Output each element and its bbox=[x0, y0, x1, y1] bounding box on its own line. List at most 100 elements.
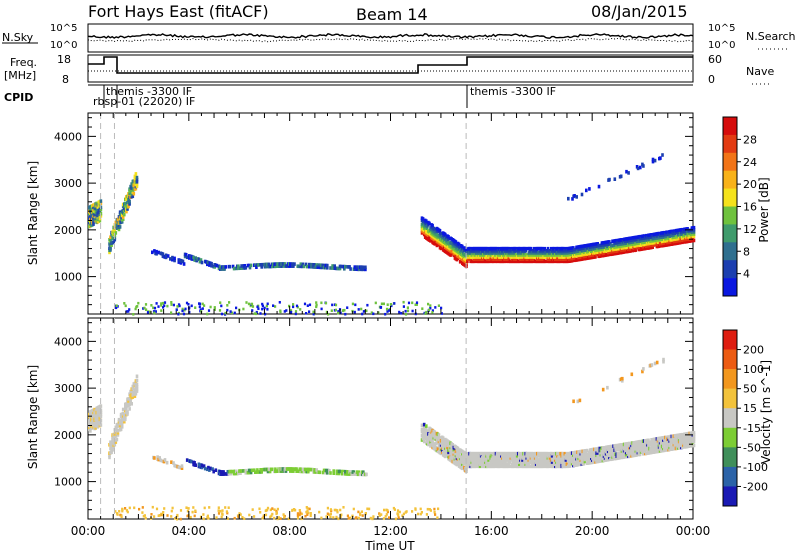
data-cell bbox=[113, 237, 117, 242]
data-cell bbox=[112, 445, 115, 449]
data-cell bbox=[678, 236, 682, 241]
data-cell bbox=[648, 440, 651, 445]
data-cell bbox=[124, 507, 127, 510]
data-cell bbox=[220, 515, 223, 519]
data-cell bbox=[483, 257, 486, 261]
data-cell bbox=[135, 305, 138, 309]
data-cell bbox=[275, 509, 278, 513]
data-cell bbox=[331, 264, 334, 268]
data-cell bbox=[201, 302, 204, 306]
data-cell bbox=[628, 441, 631, 446]
data-cell bbox=[507, 464, 510, 469]
data-cell bbox=[572, 459, 575, 464]
nave-tick-bottom: 0 bbox=[708, 73, 715, 86]
data-cell bbox=[353, 265, 357, 269]
data-cell bbox=[339, 311, 342, 315]
data-cell bbox=[392, 506, 395, 510]
data-cell bbox=[271, 507, 274, 510]
data-cell bbox=[406, 309, 410, 313]
data-cell bbox=[425, 310, 428, 314]
data-cell bbox=[606, 244, 610, 249]
data-cell bbox=[592, 246, 595, 251]
data-cell bbox=[351, 302, 354, 306]
data-cell bbox=[610, 444, 613, 449]
data-cell bbox=[692, 443, 696, 448]
data-cell bbox=[305, 506, 308, 509]
data-cell bbox=[165, 460, 169, 465]
data-cell bbox=[305, 312, 308, 315]
data-cell bbox=[474, 464, 478, 469]
data-cell bbox=[502, 255, 505, 259]
data-cell bbox=[124, 201, 127, 206]
data-cell bbox=[339, 508, 342, 512]
data-cell bbox=[163, 301, 167, 304]
data-cell bbox=[610, 448, 613, 453]
data-cell bbox=[471, 253, 474, 257]
data-cell bbox=[222, 470, 225, 474]
data-cell bbox=[401, 514, 404, 517]
data-cell bbox=[113, 442, 117, 447]
data-cell bbox=[364, 267, 367, 272]
data-cell bbox=[438, 436, 442, 440]
data-cell bbox=[176, 305, 179, 308]
data-cell bbox=[289, 469, 292, 473]
data-cell bbox=[402, 512, 405, 516]
data-cell bbox=[289, 264, 292, 268]
data-cell bbox=[656, 242, 660, 247]
data-cell bbox=[572, 461, 575, 466]
data-cell bbox=[631, 244, 634, 249]
data-cell bbox=[295, 467, 298, 471]
data-cell bbox=[524, 246, 527, 251]
data-cell bbox=[291, 467, 294, 471]
data-cell bbox=[158, 456, 161, 460]
data-cell bbox=[315, 305, 318, 309]
data-cell bbox=[218, 469, 222, 474]
data-cell bbox=[310, 262, 313, 267]
data-cell bbox=[153, 249, 156, 253]
colorbar-swatch bbox=[723, 349, 737, 370]
data-cell bbox=[116, 428, 120, 433]
data-cell bbox=[240, 266, 243, 270]
data-cell bbox=[310, 265, 313, 269]
data-cell bbox=[202, 513, 205, 516]
data-cell bbox=[121, 509, 124, 513]
data-cell bbox=[539, 458, 542, 462]
data-cell bbox=[642, 447, 646, 452]
data-cell bbox=[215, 516, 218, 519]
data-cell bbox=[575, 247, 578, 252]
data-cell bbox=[151, 505, 154, 509]
data-cell bbox=[127, 310, 130, 313]
data-cell bbox=[634, 248, 638, 252]
data-cell bbox=[509, 454, 513, 458]
data-cell bbox=[525, 460, 528, 464]
data-cell bbox=[237, 515, 240, 519]
data-cell bbox=[308, 303, 312, 307]
data-cell bbox=[440, 312, 443, 315]
data-cell bbox=[603, 251, 607, 255]
data-cell bbox=[315, 468, 318, 472]
data-cell bbox=[307, 511, 310, 515]
nsky-label: N.Sky bbox=[2, 31, 34, 44]
data-cell bbox=[667, 435, 670, 439]
data-cell bbox=[174, 517, 177, 520]
data-cell bbox=[315, 263, 318, 267]
data-cell bbox=[110, 450, 113, 455]
data-cell bbox=[509, 246, 513, 251]
data-cell bbox=[436, 516, 439, 519]
data-cell bbox=[160, 309, 163, 312]
data-cell bbox=[385, 508, 388, 512]
data-cell bbox=[602, 247, 606, 251]
colorbar-tick-label: 16 bbox=[743, 201, 757, 214]
data-cell bbox=[294, 508, 297, 512]
data-cell bbox=[180, 466, 184, 470]
data-cell bbox=[313, 263, 316, 267]
data-cell bbox=[211, 467, 214, 471]
data-cell bbox=[488, 259, 491, 264]
data-cell bbox=[305, 264, 309, 269]
data-cell bbox=[360, 510, 363, 513]
data-cell bbox=[504, 253, 507, 257]
data-cell bbox=[132, 183, 136, 188]
data-cell bbox=[115, 437, 119, 442]
data-cell bbox=[555, 253, 558, 257]
data-cell bbox=[243, 517, 246, 520]
